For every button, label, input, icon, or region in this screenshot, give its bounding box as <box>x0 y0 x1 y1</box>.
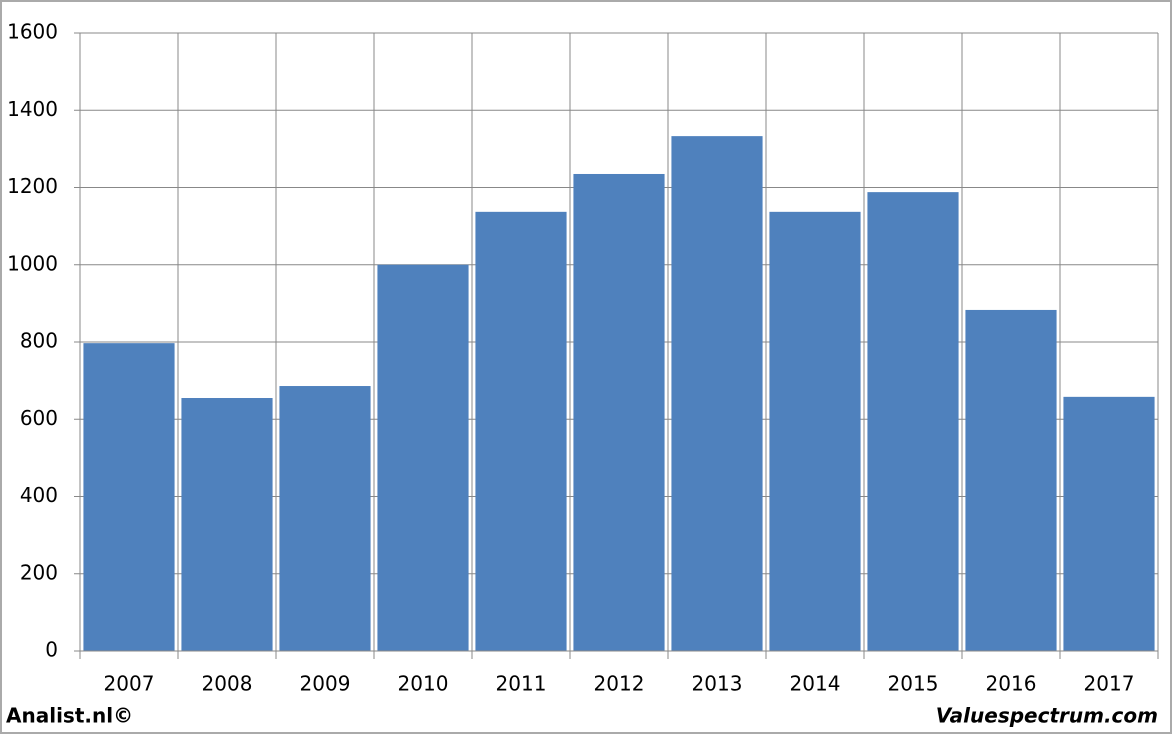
bar <box>377 264 469 651</box>
y-tick-label: 200 <box>20 560 58 584</box>
bar <box>965 309 1057 651</box>
bar <box>279 386 371 651</box>
x-tick-label: 2016 <box>986 672 1037 696</box>
bar <box>573 173 665 651</box>
x-tick-label: 2013 <box>692 672 743 696</box>
x-tick-label: 2011 <box>496 672 547 696</box>
x-tick-label: 2017 <box>1084 672 1135 696</box>
bar <box>769 211 861 652</box>
footer-left: Analist.nl© <box>6 704 133 728</box>
bar <box>1063 396 1155 651</box>
x-tick-label: 2008 <box>202 672 253 696</box>
y-tick-label: 800 <box>20 329 58 353</box>
x-tick-label: 2007 <box>104 672 155 696</box>
x-tick-label: 2010 <box>398 672 449 696</box>
y-tick-label: 1000 <box>7 251 58 275</box>
bar <box>867 192 959 651</box>
y-tick-label: 400 <box>20 483 58 507</box>
y-tick-label: 1200 <box>7 174 58 198</box>
x-tick-label: 2012 <box>594 672 645 696</box>
bar <box>83 343 175 651</box>
x-tick-label: 2015 <box>888 672 939 696</box>
bar <box>181 398 273 651</box>
bar <box>475 211 567 652</box>
y-tick-label: 0 <box>45 638 58 662</box>
footer-right: Valuespectrum.com <box>936 704 1158 728</box>
bar <box>671 136 763 651</box>
x-tick-label: 2009 <box>300 672 351 696</box>
y-tick-label: 1400 <box>7 97 58 121</box>
y-tick-label: 1600 <box>7 20 58 44</box>
x-tick-label: 2014 <box>790 672 841 696</box>
y-tick-label: 600 <box>20 406 58 430</box>
